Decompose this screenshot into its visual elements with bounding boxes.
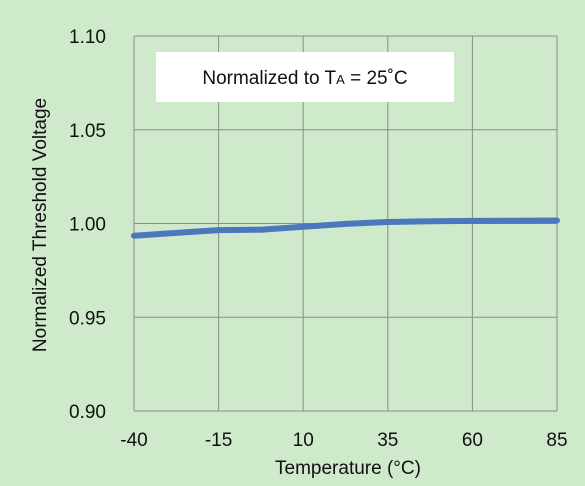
series-line [131,217,560,239]
x-axis-title: Temperature (°C) [275,458,421,479]
y-tick-label: 0.90 [69,402,106,423]
x-tick-label: 10 [293,430,314,451]
x-tick-label: 85 [546,430,567,451]
x-tick-label: -40 [120,430,147,451]
y-tick-label: 1.00 [69,215,106,236]
series-layer [131,217,560,239]
y-tick-label: 0.95 [69,308,106,329]
annotation-prefix: Normalized to T [202,68,336,89]
x-tick-label: 35 [377,430,398,451]
x-tick-label: -15 [205,430,232,451]
annotation-background [156,52,454,102]
annotation-text: Normalized to TA = 25˚C [202,68,407,89]
annotation-subscript: A [336,72,345,87]
annotation-box: Normalized to TA = 25˚C [156,52,454,102]
annotation-suffix: = 25˚C [345,68,408,89]
y-tick-label: 1.05 [69,121,106,142]
y-axis-title: Normalized Threshold Voltage [30,98,51,352]
tick-labels: -40 -15 10 35 60 85 0.90 0.95 1.00 1.05 1.10 [69,27,568,451]
x-tick-label: 60 [462,430,483,451]
y-tick-label: 1.10 [69,27,106,48]
